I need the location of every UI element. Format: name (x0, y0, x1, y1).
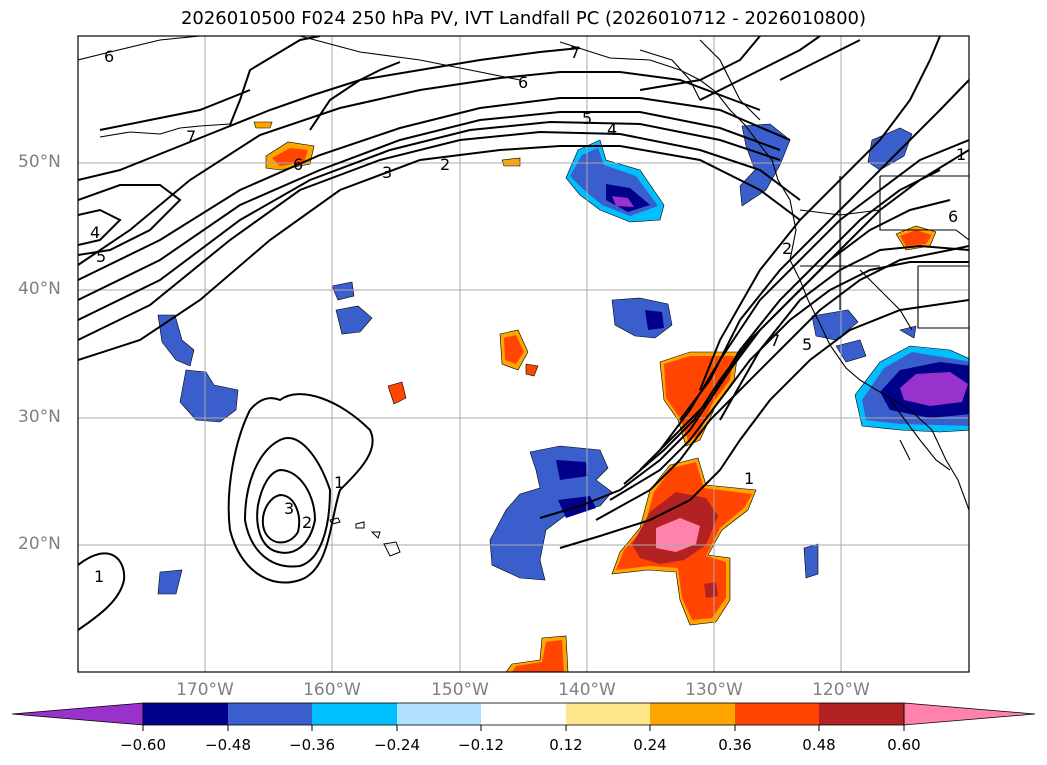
coastlines (78, 36, 969, 511)
colorbar-tick-label: −0.60 (120, 736, 166, 754)
negative-region (835, 339, 867, 363)
colorbar-segment (650, 703, 735, 725)
contour-label: 7 (186, 127, 196, 146)
colorbar-segment (397, 703, 481, 725)
lon-label: 160°W (303, 680, 361, 700)
colorbar-segment (481, 703, 566, 725)
colorbar-tick-label: 0.48 (802, 736, 836, 754)
colorbar-extend-low (11, 702, 144, 726)
negative-region (867, 127, 913, 171)
contour-label: 5 (802, 335, 812, 354)
positive-region (900, 230, 932, 246)
colorbar-tick-label: 0.60 (887, 736, 921, 754)
lon-label: 120°W (812, 680, 870, 700)
contour-label: 7 (570, 43, 580, 62)
contour-label: 1 (334, 473, 344, 492)
negative-region (900, 372, 968, 406)
figure-title: 2026010500 F024 250 hPa PV, IVT Landfall… (180, 8, 867, 29)
graticule (78, 36, 969, 672)
map-frame (77, 35, 970, 673)
pv-contours (78, 36, 969, 631)
positive-region (656, 518, 700, 552)
colorbar-segment (228, 703, 312, 725)
positive-region (704, 582, 718, 598)
contour-label: 6 (293, 155, 303, 174)
lat-label: 40°N (18, 279, 61, 299)
contour-label: 6 (948, 207, 958, 226)
lon-label: 140°W (558, 680, 616, 700)
negative-region (157, 569, 183, 595)
colorbar-extend-high (903, 702, 1036, 726)
negative-region (612, 196, 634, 207)
negative-region (556, 460, 588, 480)
colorbar-tick-label: 0.36 (718, 736, 752, 754)
contour-label: 6 (518, 73, 528, 92)
negative-region (803, 543, 819, 579)
contour-label: 1 (744, 469, 754, 488)
contour-label: 5 (96, 247, 106, 266)
contour-label: 3 (382, 163, 392, 182)
contour-label: 2 (440, 155, 450, 174)
colorbar-segment (735, 703, 819, 725)
contour-label: 4 (607, 120, 617, 139)
colorbar-tick-label: 0.24 (633, 736, 667, 754)
contour-label: 4 (90, 223, 100, 242)
contour-labels: 6 7 6 5 4 3 2 6 7 4 5 1 2 3 1 2 7 5 1 6 … (90, 43, 966, 586)
contour-label: 2 (782, 239, 792, 258)
lat-label: 50°N (18, 152, 61, 172)
colorbar-tick-label: −0.24 (374, 736, 420, 754)
lat-label: 30°N (18, 407, 61, 427)
lon-label: 170°W (176, 680, 234, 700)
contour-label: 7 (770, 331, 780, 350)
colorbar-segment (312, 703, 397, 725)
positive-region (272, 148, 308, 166)
colorbar (11, 702, 1036, 731)
positive-region (525, 363, 539, 377)
negative-region (331, 281, 355, 301)
map-area: 6 7 6 5 4 3 2 6 7 4 5 1 2 3 1 2 7 5 1 6 … (78, 36, 969, 672)
positive-region (253, 121, 273, 129)
lon-label: 150°W (431, 680, 489, 700)
colorbar-segment (819, 703, 904, 725)
lon-label: 130°W (685, 680, 743, 700)
negative-region (489, 445, 613, 581)
colorbar-tick-label: −0.36 (289, 736, 335, 754)
negative-region (179, 369, 239, 423)
contour-label: 2 (302, 513, 312, 532)
colorbar-segment (143, 703, 228, 725)
colorbar-tick-label: −0.12 (458, 736, 504, 754)
positive-region (504, 335, 524, 364)
colorbar-tick-label: −0.48 (205, 736, 251, 754)
shaded-anomalies (157, 121, 969, 672)
contour-label: 5 (582, 109, 592, 128)
contour-label: 3 (284, 499, 294, 518)
negative-region (645, 310, 664, 330)
colorbar-segment (566, 703, 650, 725)
lat-label: 20°N (18, 534, 61, 554)
positive-region (512, 640, 564, 672)
positive-region (387, 381, 407, 405)
contour-label: 6 (104, 47, 114, 66)
colorbar-tick-label: 0.12 (549, 736, 583, 754)
contour-label: 1 (956, 145, 966, 164)
negative-region (335, 305, 373, 335)
contour-label: 1 (94, 567, 104, 586)
negative-region (157, 314, 195, 367)
positive-region (501, 157, 521, 167)
